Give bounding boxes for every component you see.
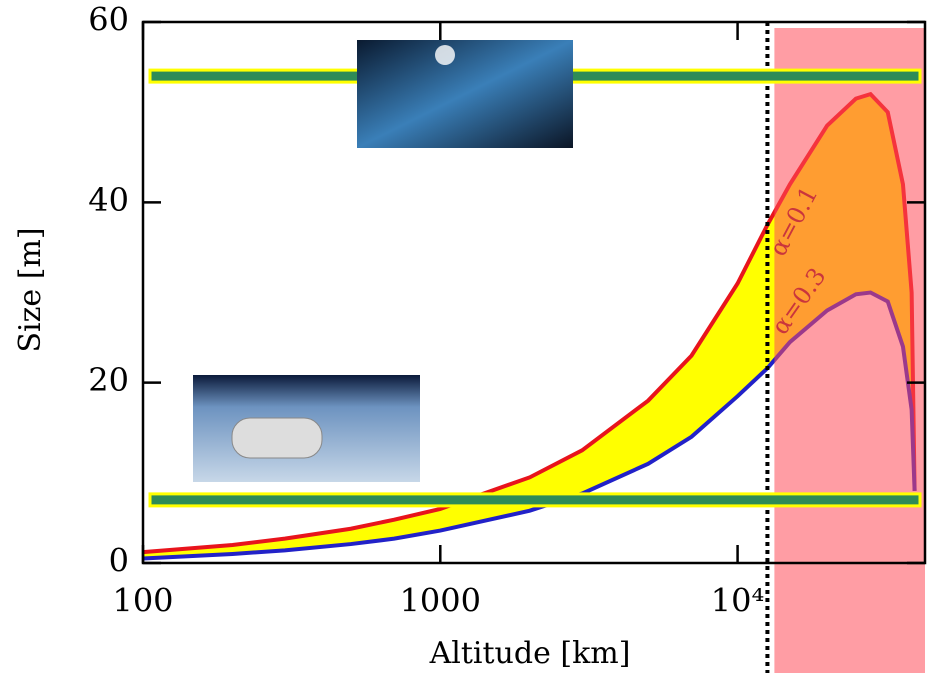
y-tick-label: 60 [88,1,129,39]
x-tick-label: 10⁴ [711,582,765,620]
station-photo [357,40,573,148]
region [767,22,925,673]
photos [193,40,573,482]
y-tick-label: 0 [109,542,129,580]
page: α=0.1α=0.3 100100010⁴0204060 Altitude [k… [0,0,927,673]
chart: α=0.1α=0.3 100100010⁴0204060 Altitude [k… [0,0,927,673]
y-tick-label: 40 [88,181,129,219]
shaded-region [774,28,925,673]
reference-bar [150,494,920,506]
x-tick-label: 1000 [400,582,481,620]
x-axis-label: Altitude [km] [429,636,631,671]
module [232,418,322,458]
sun-glare [435,45,455,65]
y-axis-label: Size [m] [13,227,48,352]
x-tick-label: 100 [112,582,173,620]
y-tick-label: 20 [88,361,129,399]
